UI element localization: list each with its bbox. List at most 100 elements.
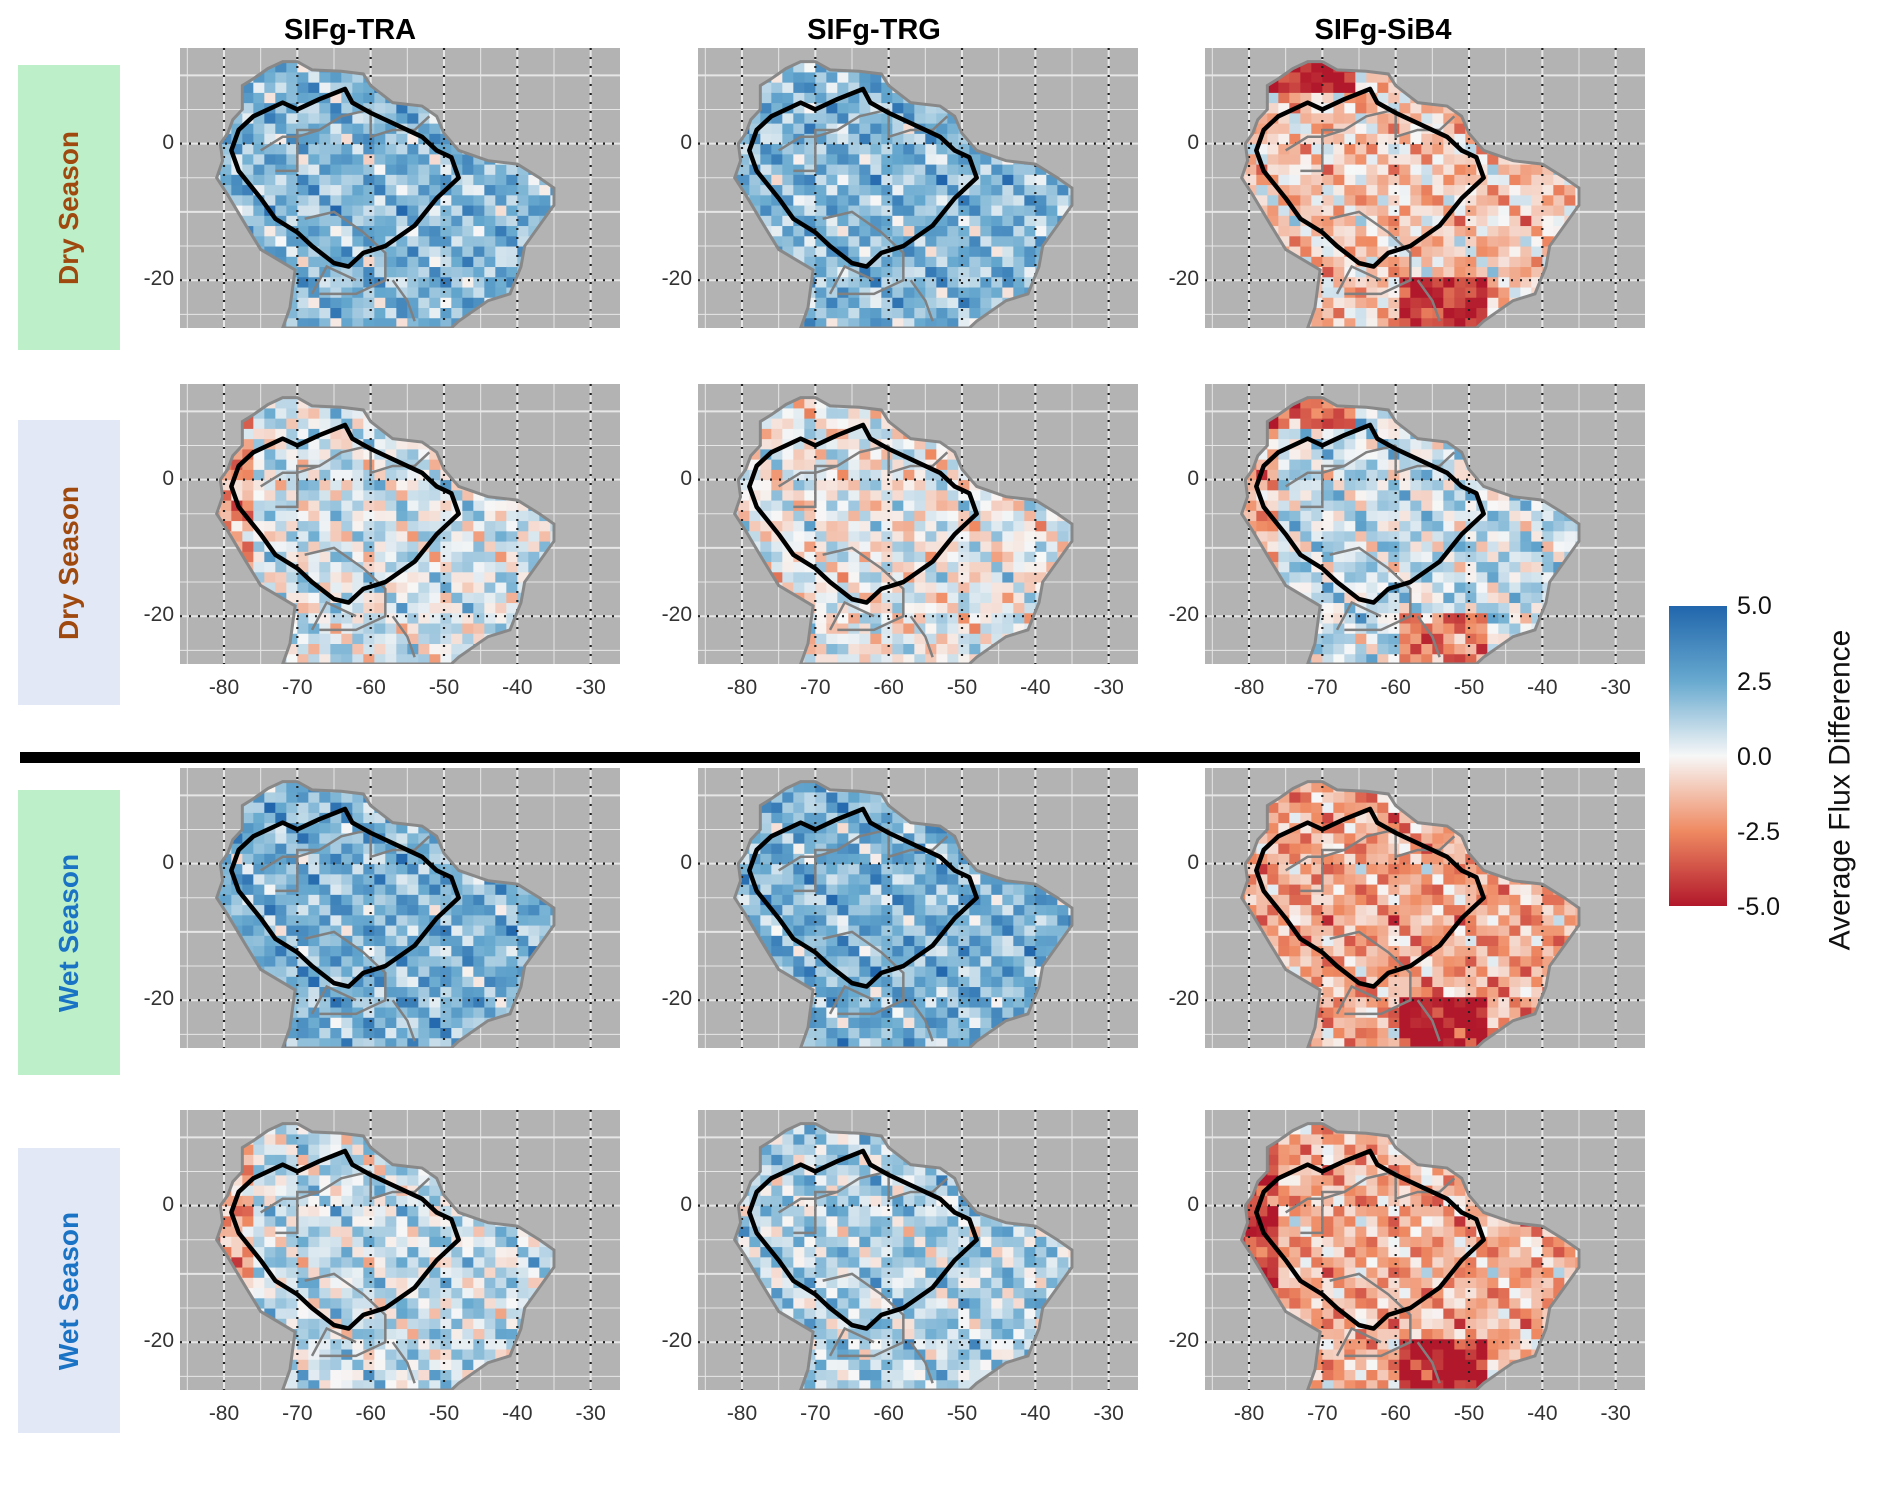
x-tick-label: -40	[1527, 1402, 1558, 1425]
y-tick-label: 0	[162, 466, 174, 490]
country-border	[828, 984, 875, 1015]
legend-title: Average Flux Difference	[1823, 629, 1857, 951]
country-border	[1335, 600, 1382, 631]
y-tick-label: 0	[680, 130, 692, 154]
country-border	[909, 615, 934, 658]
row-label-2: Dry Season	[53, 485, 85, 640]
y-tick-label: -20	[661, 987, 692, 1011]
dotted-graticule	[1205, 768, 1645, 1048]
country-border	[793, 1170, 889, 1235]
y-tick-label: -20	[143, 603, 174, 627]
country-border	[275, 108, 371, 173]
map-panel-r2-c3	[1205, 384, 1645, 664]
country-border	[1300, 444, 1396, 509]
y-tick-label: 0	[162, 1192, 174, 1216]
dotted-graticule	[1205, 384, 1645, 664]
legend-tick-1: 2.5	[1737, 668, 1772, 696]
dotted-graticule	[698, 768, 1138, 1048]
x-tick-label: -40	[1020, 676, 1051, 699]
country-border	[1416, 615, 1441, 658]
x-tick-label: -60	[1380, 1402, 1411, 1425]
country-border	[260, 128, 320, 152]
x-tick-label: -40	[1020, 1402, 1051, 1425]
dotted-graticule	[698, 48, 1138, 328]
y-tick-label: -20	[143, 1329, 174, 1353]
x-tick-label: -60	[873, 1402, 904, 1425]
country-border	[260, 1190, 320, 1214]
map-panel-r1-c2	[698, 48, 1138, 328]
column-title-trg: SIFg-TRG	[807, 14, 941, 46]
continent-outline	[733, 1122, 1074, 1390]
country-border	[1285, 1190, 1345, 1214]
amazon-basin-outline	[229, 1148, 461, 1331]
country-border	[909, 279, 934, 322]
row-label-box-3: Wet Season	[18, 790, 120, 1075]
y-tick-label: 0	[680, 466, 692, 490]
legend-title-wrap: Average Flux Difference	[1810, 600, 1870, 980]
country-border	[369, 109, 431, 139]
y-tick-label: -20	[661, 267, 692, 291]
y-tick-label: 0	[1187, 130, 1199, 154]
country-border	[1416, 1341, 1441, 1384]
amazon-basin-outline	[747, 1148, 979, 1331]
country-border	[391, 279, 416, 322]
country-border	[1394, 109, 1456, 139]
dotted-graticule	[180, 768, 620, 1048]
x-tick-label: -70	[1307, 1402, 1338, 1425]
dotted-graticule	[1205, 1110, 1645, 1390]
y-tick-label: -20	[1168, 987, 1199, 1011]
amazon-basin-outline	[229, 422, 461, 605]
country-border	[369, 829, 431, 859]
y-tick-label: 0	[162, 850, 174, 874]
x-tick-label: -50	[946, 676, 978, 699]
y-tick-label: 0	[162, 130, 174, 154]
x-tick-label: -60	[355, 676, 386, 699]
x-tick-label: -30	[1600, 676, 1631, 699]
country-border	[275, 444, 371, 509]
y-tick-label: -20	[1168, 267, 1199, 291]
dotted-graticule	[180, 48, 620, 328]
country-border	[822, 546, 905, 632]
country-border	[887, 109, 949, 139]
country-border	[275, 828, 371, 893]
x-tick-label: -60	[1380, 676, 1411, 699]
country-border	[1416, 999, 1441, 1042]
x-tick-label: -70	[282, 1402, 313, 1425]
y-tick-label: -20	[1168, 603, 1199, 627]
dotted-graticule	[180, 1110, 620, 1390]
country-border	[828, 1326, 875, 1357]
continent-outline	[215, 780, 556, 1048]
x-tick-label: -70	[800, 676, 831, 699]
amazon-basin-outline	[1254, 422, 1486, 605]
country-border	[310, 600, 357, 631]
y-tick-label: -20	[661, 603, 692, 627]
country-border	[828, 264, 875, 295]
dotted-graticule	[1205, 48, 1645, 328]
x-tick-label: -40	[502, 1402, 533, 1425]
amazon-basin-outline	[747, 806, 979, 989]
x-tick-label: -70	[282, 676, 313, 699]
country-border	[304, 546, 387, 632]
row-label-box-1: Dry Season	[18, 65, 120, 350]
map-panel-r4-c2	[698, 1110, 1138, 1390]
legend-tick-2: 0.0	[1737, 743, 1772, 771]
x-tick-label: -80	[208, 1402, 240, 1425]
continent-outline	[733, 60, 1074, 328]
country-border	[304, 210, 387, 296]
country-border	[887, 829, 949, 859]
x-tick-label: -60	[873, 676, 904, 699]
x-tick-label: -50	[1453, 1402, 1485, 1425]
x-tick-label: -80	[726, 676, 758, 699]
amazon-basin-outline	[1254, 1148, 1486, 1331]
row-label-3: Wet Season	[53, 853, 85, 1012]
country-border	[1285, 848, 1345, 872]
country-border	[310, 264, 357, 295]
x-tick-label: -30	[1600, 1402, 1631, 1425]
country-border	[1300, 1170, 1396, 1235]
y-tick-label: 0	[1187, 1192, 1199, 1216]
country-border	[793, 444, 889, 509]
continent-outline	[1240, 780, 1581, 1048]
country-border	[822, 210, 905, 296]
y-tick-label: 0	[680, 850, 692, 874]
continent-outline	[1240, 396, 1581, 664]
